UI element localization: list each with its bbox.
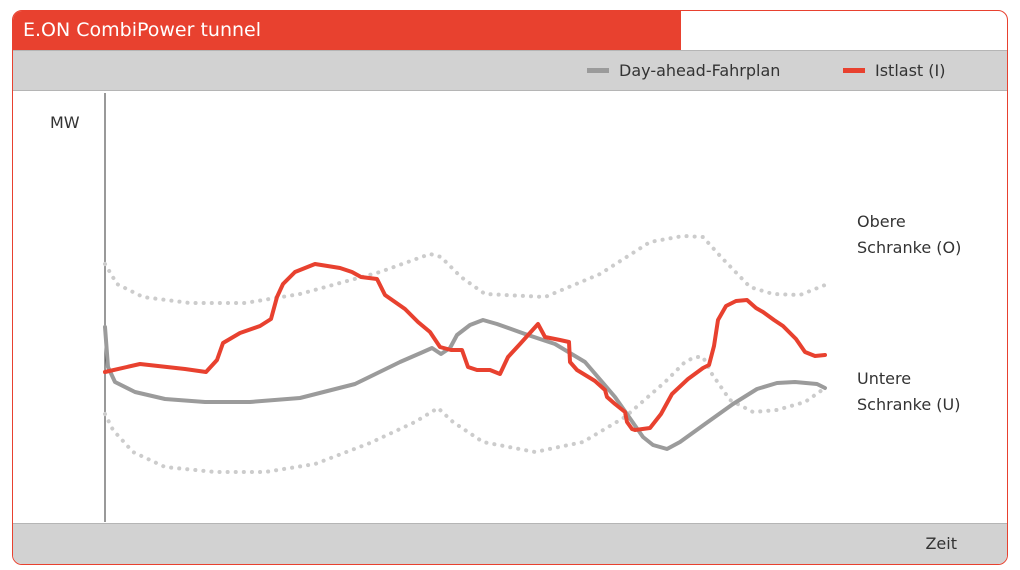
annotation-lower-bound: Untere Schranke (U) xyxy=(857,366,960,418)
series-line-istlast-i xyxy=(105,264,825,430)
annotation-upper-line2: Schranke (O) xyxy=(857,235,961,261)
annotation-upper-bound: Obere Schranke (O) xyxy=(857,209,961,261)
series-layer xyxy=(105,236,825,472)
annotation-lower-line2: Schranke (U) xyxy=(857,392,960,418)
series-line-obere-schranke-o xyxy=(105,236,825,303)
annotation-lower-line1: Untere xyxy=(857,366,960,392)
annotation-upper-line1: Obere xyxy=(857,209,961,235)
